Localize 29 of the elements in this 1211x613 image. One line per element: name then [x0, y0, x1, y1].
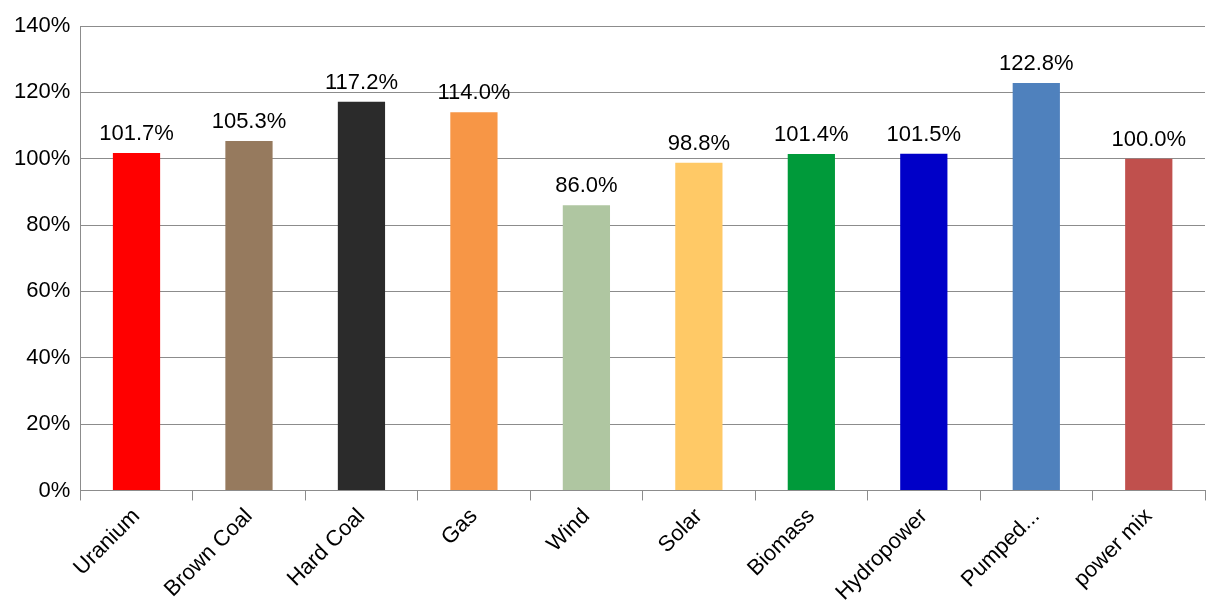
data-label: 101.7%	[99, 120, 174, 146]
bar	[1125, 158, 1173, 490]
y-tick-label: 20%	[26, 410, 71, 436]
bar	[1012, 83, 1060, 490]
x-tick-label: Gas	[435, 502, 482, 550]
bar	[787, 154, 835, 490]
bar	[562, 205, 611, 490]
bar	[900, 153, 948, 490]
y-tick-label: 0%	[38, 476, 71, 502]
y-tick-label: 140%	[13, 12, 71, 38]
data-label: 101.5%	[886, 120, 962, 146]
data-label: 117.2%	[324, 68, 398, 94]
data-label: 100.0%	[1111, 125, 1187, 151]
y-tick-label: 100%	[13, 144, 71, 170]
data-label: 101.4%	[774, 121, 849, 147]
data-label: 122.8%	[998, 50, 1074, 76]
bar	[337, 101, 386, 490]
data-label: 114.0%	[437, 79, 511, 105]
y-tick-label: 80%	[26, 211, 71, 237]
y-tick-label: 60%	[26, 277, 71, 303]
y-tick-label: 40%	[26, 343, 71, 369]
data-label: 98.8%	[667, 129, 731, 155]
data-label: 86.0%	[555, 172, 618, 198]
bar	[675, 162, 723, 490]
bar	[112, 153, 161, 490]
bar	[450, 112, 498, 490]
bar	[225, 141, 273, 490]
data-label: 105.3%	[211, 108, 287, 134]
y-tick-label: 120%	[13, 78, 71, 104]
